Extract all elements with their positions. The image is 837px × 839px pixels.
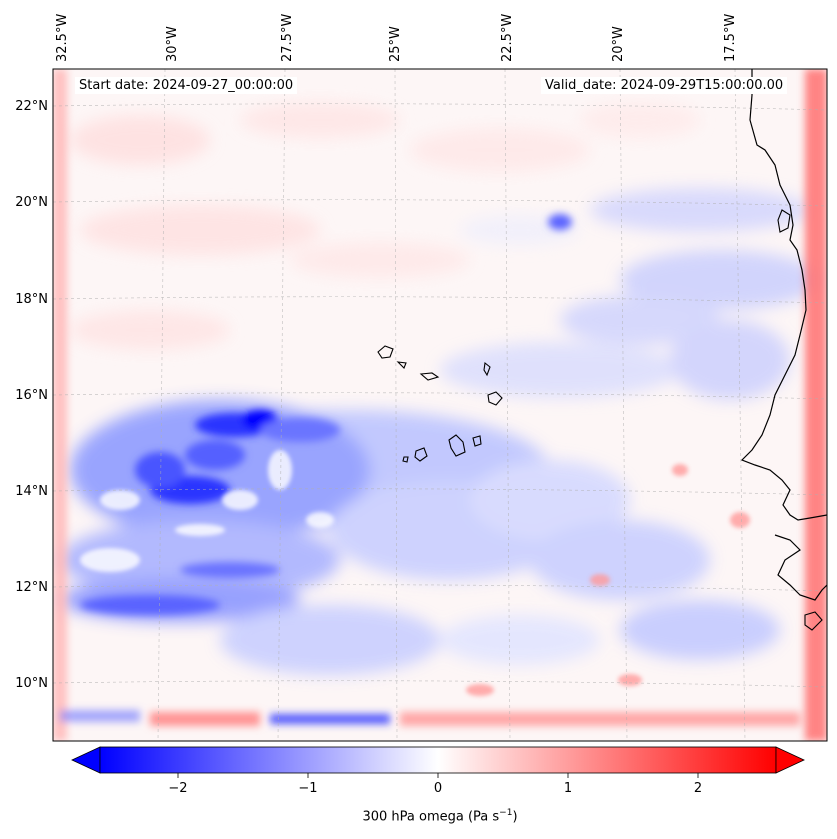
colorbar-label: 300 hPa omega (Pa s−1) <box>362 808 517 824</box>
map-frame <box>52 68 828 742</box>
latitude-label: 10°N <box>15 676 48 691</box>
longitude-label: 22.5°W <box>500 13 515 62</box>
longitude-label: 32.5°W <box>55 13 70 62</box>
colorbar-label-superscript: −1 <box>499 808 513 818</box>
colorbar-left-arrow <box>71 746 101 774</box>
latitude-label: 18°N <box>15 292 48 307</box>
coast-fragment <box>777 209 791 233</box>
longitude-label: 30°W <box>165 26 180 62</box>
start-date-label: Start date: 2024-09-27_00:00:00 <box>75 77 298 94</box>
colorbar-body <box>99 746 777 774</box>
latitude-label: 16°N <box>15 388 48 403</box>
cape-verde-islands <box>377 345 503 463</box>
latitude-label: 12°N <box>15 580 48 595</box>
colorbar-tick-label: 2 <box>693 781 703 796</box>
colorbar-tick-label: 1 <box>563 781 573 796</box>
longitude-label: 25°W <box>388 26 403 62</box>
colorbar-right-arrow <box>775 746 805 774</box>
colorbar-tick-label: 0 <box>433 781 443 796</box>
latitude-label: 20°N <box>15 195 48 210</box>
colorbar-label-main: 300 hPa omega (Pa s <box>362 809 500 825</box>
colorbar <box>71 746 805 778</box>
colorbar-tick-label: −1 <box>298 781 318 796</box>
latitude-label: 14°N <box>15 484 48 499</box>
valid-date-label: Valid_date: 2024-09-29T15:00:00.00 <box>541 77 788 94</box>
coast-fragment <box>774 534 827 601</box>
africa-coastline <box>740 69 827 521</box>
colorbar-tick-label: −2 <box>168 781 188 796</box>
latitude-label: 22°N <box>15 99 48 114</box>
colorbar-tick-marks <box>177 773 699 778</box>
omega-field <box>53 69 827 741</box>
longitude-label: 17.5°W <box>723 13 738 62</box>
longitude-label: 20°W <box>611 26 626 62</box>
longitude-label: 27.5°W <box>280 13 295 62</box>
graticule <box>53 69 827 741</box>
colorbar-label-end: ) <box>512 809 518 825</box>
coast-fragment <box>804 611 823 631</box>
